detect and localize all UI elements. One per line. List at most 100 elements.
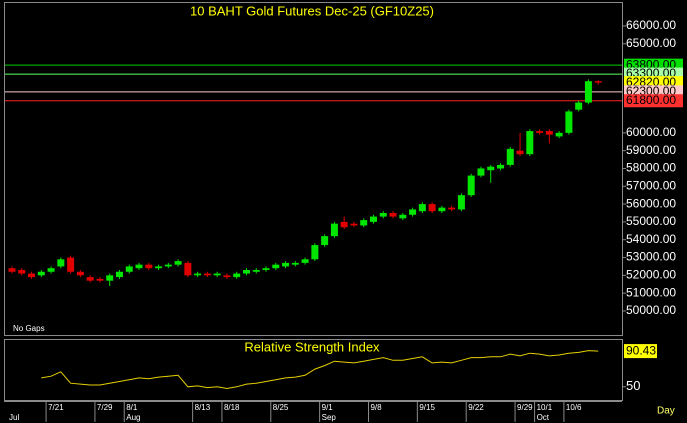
- y-tick-label: 60000.00: [626, 125, 676, 139]
- candle-body: [536, 131, 544, 133]
- candle-body: [96, 278, 104, 281]
- candle-body: [448, 207, 456, 210]
- x-tick-label: 9/1: [322, 403, 334, 412]
- candle-body: [57, 259, 65, 267]
- candle-body: [389, 212, 397, 217]
- candle-body: [360, 220, 368, 226]
- candle-body: [418, 204, 426, 212]
- x-tick-label: 7/21: [48, 403, 64, 412]
- candle-body: [467, 175, 475, 196]
- y-tick-label: 55000.00: [626, 214, 676, 228]
- candle-body: [477, 168, 485, 176]
- rsi-last-box: [624, 344, 657, 359]
- candle-body: [76, 271, 84, 276]
- x-tick-label: 9/8: [370, 403, 382, 412]
- x-axis-label: Day: [657, 406, 675, 417]
- y-tick-label: 53000.00: [626, 250, 676, 264]
- x-tick-label: 7/29: [97, 403, 113, 412]
- y-tick-label: 54000.00: [626, 232, 676, 246]
- candle-body: [497, 164, 504, 169]
- month-label: Sep: [322, 413, 337, 422]
- candle-body: [526, 131, 534, 155]
- candle-body: [350, 223, 358, 226]
- candle-body: [164, 264, 172, 267]
- x-tick-label: 8/13: [195, 403, 211, 412]
- candle-body: [516, 150, 524, 155]
- y-tick-label: 58000.00: [626, 161, 676, 175]
- candle-body: [145, 264, 153, 269]
- candle-body: [115, 271, 123, 278]
- price-panel: [4, 2, 623, 336]
- candle-body: [457, 195, 465, 210]
- candle-body: [311, 245, 319, 260]
- candle-body: [28, 273, 36, 278]
- candle-body: [428, 204, 436, 212]
- candle-body: [203, 273, 211, 276]
- y-tick-label: 59000.00: [626, 143, 676, 157]
- candle-body: [282, 262, 290, 267]
- candle-body: [252, 269, 260, 272]
- candle-body: [213, 273, 221, 276]
- month-label: Oct: [537, 413, 550, 422]
- y-tick-label: 50000.00: [626, 303, 676, 317]
- candle-body: [291, 262, 299, 265]
- month-label: Aug: [126, 413, 140, 422]
- candle-body: [272, 264, 280, 269]
- y-tick-label: 66000.00: [626, 18, 676, 32]
- y-tick-label: 52000.00: [626, 268, 676, 282]
- candle-body: [242, 269, 250, 274]
- candle-body: [330, 223, 338, 237]
- candle-body: [594, 81, 602, 83]
- candle-body: [545, 131, 553, 135]
- candle-body: [8, 268, 16, 272]
- candle-body: [438, 207, 446, 212]
- level-label: 61800.00: [626, 93, 676, 107]
- candle-body: [565, 111, 573, 133]
- candle-body: [174, 261, 182, 265]
- candle-body: [223, 275, 231, 278]
- candle-body: [379, 212, 387, 217]
- level-label: 62820.00: [626, 75, 676, 89]
- note: No Gaps: [13, 324, 45, 333]
- y-tick-label: 57000.00: [626, 178, 676, 192]
- candle-body: [86, 277, 94, 281]
- candle-body: [506, 148, 514, 165]
- x-tick-label: 9/22: [468, 403, 484, 412]
- month-label: Jul: [9, 413, 19, 422]
- y-tick-label: 65000.00: [626, 36, 676, 50]
- x-tick-label: 8/1: [126, 403, 138, 412]
- candle-body: [233, 273, 241, 278]
- candle-body: [18, 269, 26, 274]
- x-tick-label: 10/1: [537, 403, 553, 412]
- x-tick-label: 10/6: [566, 403, 582, 412]
- candle-body: [184, 262, 192, 276]
- x-tick-label: 8/18: [224, 403, 240, 412]
- candle-body: [106, 275, 114, 281]
- candle-body: [584, 81, 592, 103]
- rsi-title: Relative Strength Index: [244, 339, 380, 354]
- candle-body: [340, 221, 348, 228]
- candle-body: [555, 132, 563, 137]
- candle-body: [321, 236, 329, 246]
- rsi-line: [41, 350, 599, 390]
- x-tick-label: 8/25: [273, 403, 289, 412]
- candle-body: [575, 102, 583, 110]
- candle-body: [194, 273, 202, 276]
- rsi-y-tick-label: 50: [626, 378, 640, 393]
- chart-title: 10 BAHT Gold Futures Dec-25 (GF10Z25): [190, 3, 434, 18]
- candle-body: [487, 166, 495, 171]
- candle-body: [47, 268, 55, 272]
- candle-body: [37, 271, 45, 276]
- y-tick-label: 56000.00: [626, 196, 676, 210]
- candle-body: [409, 209, 417, 215]
- candle-body: [399, 214, 407, 219]
- rsi-last-label: 90.43: [626, 343, 656, 357]
- candle-body: [301, 259, 309, 263]
- rsi-panel: [4, 339, 623, 401]
- level-label-box: [624, 94, 683, 108]
- candle-body: [125, 266, 133, 272]
- candle-body: [135, 264, 143, 269]
